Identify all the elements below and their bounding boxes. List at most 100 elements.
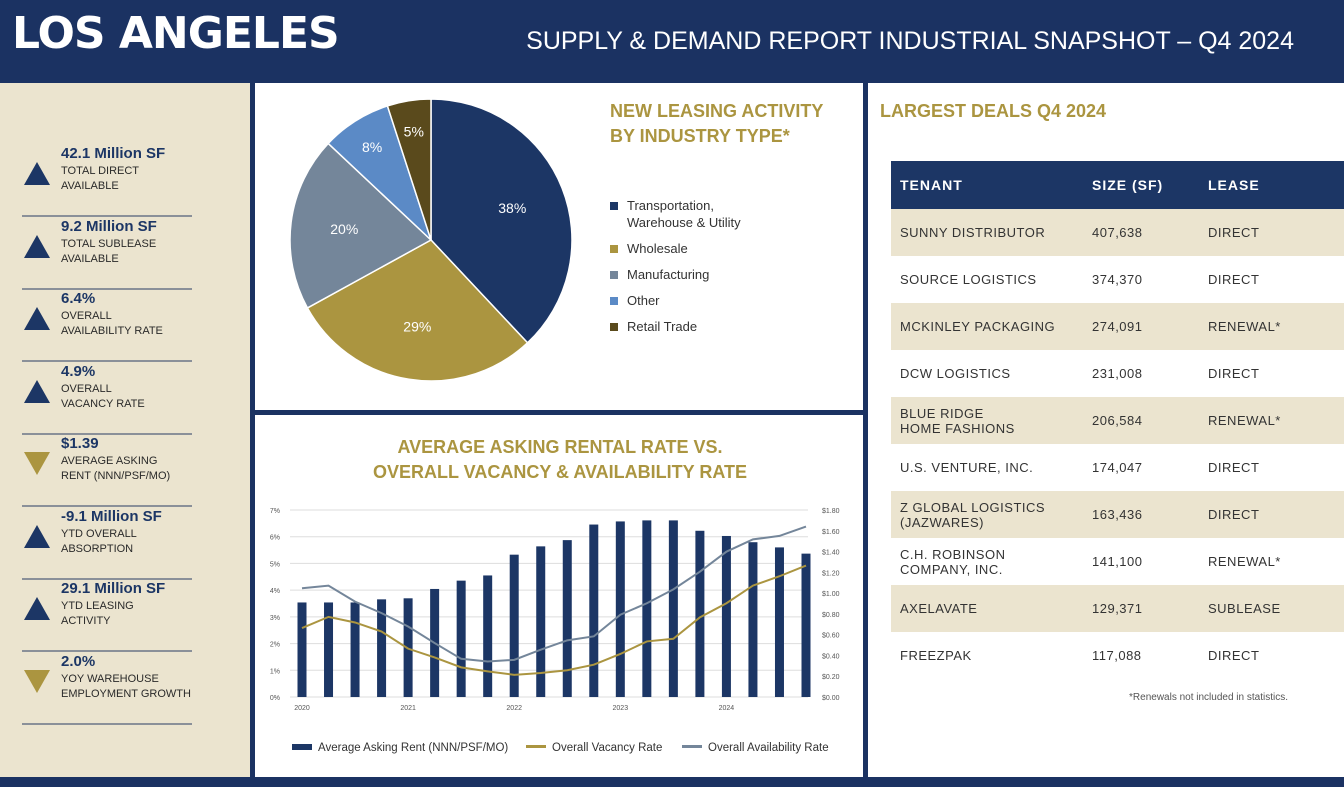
cell-tenant: SOURCE LOGISTICS [900, 272, 1037, 287]
left-tick-label: 6% [270, 535, 280, 542]
cell-tenant: DCW LOGISTICS [900, 366, 1011, 381]
rent-bar [562, 540, 572, 697]
right-tick-label: $0.00 [822, 695, 840, 702]
table-row: C.H. ROBINSON COMPANY, INC. 141,100 RENEWA… [891, 538, 1344, 585]
trend-up-icon [24, 379, 50, 403]
combo-chart-panel: AVERAGE ASKING RENTAL RATE VS. OVERALL V… [255, 415, 863, 777]
trend-down-icon [24, 452, 50, 475]
stat-value: 6.4% [61, 290, 96, 307]
footer-bar [0, 777, 1344, 787]
right-tick-label: $1.80 [822, 508, 840, 515]
rent-bar [456, 580, 466, 697]
cell-lease: DIRECT [1208, 460, 1260, 475]
pie-legend: Transportation, Warehouse & Utility Whole… [610, 197, 750, 344]
rent-bar [377, 599, 387, 697]
legend-swatch [610, 271, 618, 279]
cell-lease: DIRECT [1208, 491, 1344, 538]
stat-value: 2.0% [61, 652, 96, 670]
cell-size: 231,008 [1092, 366, 1143, 381]
trend-up-icon [24, 234, 50, 258]
pie-panel: 38% 29% 20% 8% 5% NEW LEASING ACTIVITY BY IN… [255, 83, 863, 410]
stat-item: $1.39 AVERAGE ASKING RENT (NNN/PSF/MO) [22, 435, 192, 507]
stat-label: YTD OVERALL ABSORPTION [61, 527, 137, 557]
stat-label-line: YOY WAREHOUSE [61, 672, 159, 685]
trend-up-icon [24, 597, 50, 620]
table-row: FREEZPAK 117,088 DIRECT [891, 632, 1344, 679]
legend-item: Retail Trade [610, 318, 750, 335]
col-tenant: TENANT [891, 161, 1092, 209]
pie-slice [386, 98, 432, 241]
legend-swatch [292, 744, 312, 750]
stats-panel: 42.1 Million SF TOTAL DIRECT AVAILABLE 9.… [0, 83, 250, 777]
x-tick-label: 2022 [506, 705, 522, 712]
combo-chart-title: AVERAGE ASKING RENTAL RATE VS. OVERALL V… [372, 437, 748, 482]
pie-slice [306, 239, 529, 382]
table-row: BLUE RIDGE HOME FASHIONS 206,584 RENEWAL* [891, 397, 1344, 444]
right-tick-label: $1.20 [822, 570, 840, 577]
city-title: LOS ANGELES [12, 8, 340, 59]
cell-lease: RENEWAL* [1208, 397, 1344, 444]
stat-label: TOTAL DIRECT AVAILABLE [61, 164, 139, 194]
right-tick-label: $1.60 [822, 529, 840, 536]
rent-bar [350, 602, 360, 697]
availability-line [301, 525, 807, 663]
stat-label: OVERALL VACANCY RATE [61, 382, 145, 412]
vacancy-line [301, 564, 807, 676]
legend-item: Manufacturing [610, 266, 750, 283]
pie-slice [289, 142, 433, 309]
legend-swatch [610, 202, 618, 210]
pie-slice-label: 8% [362, 139, 382, 155]
left-tick-label: 7% [270, 508, 280, 515]
rent-bar [509, 554, 519, 697]
pie-slice [430, 98, 573, 344]
rent-bar [324, 602, 334, 697]
right-tick-label: $1.00 [822, 591, 840, 598]
x-tick-label: 2023 [613, 705, 629, 712]
table-row: U.S. VENTURE, INC. 174,047 DIRECT [891, 444, 1344, 491]
stat-label-line: RENT (NNN/PSF/MO) [61, 470, 171, 482]
legend-swatch [526, 745, 546, 748]
cell-lease: DIRECT [1208, 366, 1260, 381]
cell-tenant: BLUE RIDGE HOME FASHIONS [891, 397, 1092, 444]
rent-bar [615, 521, 625, 697]
table-row: SUNNY DISTRIBUTOR 407,638 DIRECT [891, 209, 1344, 256]
table-row: DCW LOGISTICS 231,008 DIRECT [891, 350, 1344, 397]
cell-tenant: FREEZPAK [900, 648, 972, 663]
rent-bar [801, 553, 811, 697]
left-tick-label: 3% [270, 615, 280, 622]
stat-value: 4.9% [61, 362, 96, 380]
legend-label: Overall Vacancy Rate [552, 742, 662, 754]
trend-up-icon [24, 524, 50, 548]
legend-item: Other [610, 292, 750, 309]
left-tick-label: 4% [270, 588, 280, 595]
footnote: *Renewals not included in statistics. [1129, 692, 1288, 703]
table-row: MCKINLEY PACKAGING 274,091 RENEWAL* [891, 303, 1344, 350]
stat-value: $1.39 [61, 435, 99, 452]
pie-slice-label: 20% [330, 221, 358, 237]
right-tick-label: $0.80 [822, 612, 840, 619]
table-row: SOURCE LOGISTICS 374,370 DIRECT [891, 256, 1344, 303]
rent-bar [483, 575, 493, 697]
stat-label-line: TOTAL DIRECT [61, 165, 140, 177]
rent-bar [589, 524, 599, 697]
cell-size: 117,088 [1092, 648, 1142, 663]
right-tick-label: $1.40 [822, 550, 840, 557]
stat-label: AVERAGE ASKING RENT (NNN/PSF/MO) [61, 454, 170, 484]
left-tick-label: 2% [270, 642, 280, 649]
stat-value: -9.1 Million SF [61, 507, 162, 525]
deals-panel: LARGEST DEALS Q4 2024 TENANT SIZE (SF) L… [868, 83, 1344, 777]
legend-swatch [682, 745, 702, 748]
col-size: SIZE (SF) [1092, 161, 1208, 209]
x-tick-label: 2021 [400, 705, 416, 712]
stat-label-line: AVAILABLE [61, 252, 119, 265]
stat-label-line: YTD OVERALL [61, 527, 137, 540]
combo-chart: 0% 1% 2% 3% 4% 5% 6% 7% $0.00 $0.20 $0.40 $0.60 $0.8… [270, 508, 840, 754]
table-row: AXELAVATE 129,371 SUBLEASE [891, 585, 1344, 632]
stat-label-line: OVERALL [61, 310, 112, 322]
report-subtitle: SUPPLY & DEMAND REPORT INDUSTRIAL SNAPSH… [526, 27, 1294, 55]
cell-size: 374,370 [1092, 272, 1143, 287]
cell-lease: DIRECT [1208, 648, 1260, 663]
cell-lease: RENEWAL* [1208, 554, 1281, 569]
stat-item: 6.4% OVERALL AVAILABILITY RATE [22, 290, 192, 362]
rent-bar [668, 520, 678, 697]
